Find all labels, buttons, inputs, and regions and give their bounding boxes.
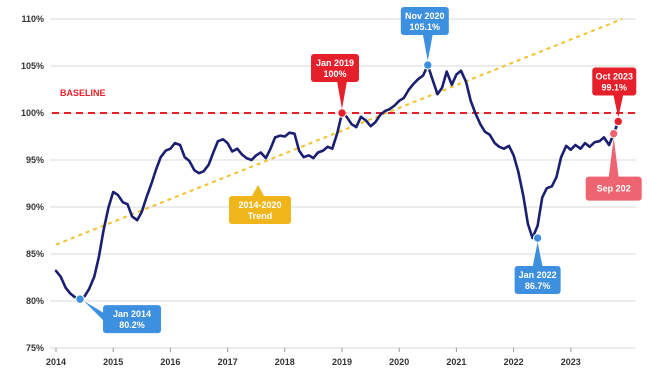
x-tick-label: 2022 — [504, 357, 524, 367]
annotation-callout-line1: Oct 2023 — [596, 71, 634, 81]
y-tick-label: 80% — [26, 296, 44, 306]
annotation-callout-pointer — [532, 242, 543, 268]
trend-line — [55, 18, 623, 246]
annotation-callout-pointer — [337, 81, 347, 109]
annotation-callout-box — [592, 67, 637, 96]
annotation-point — [75, 294, 85, 304]
annotation-callout-line2: 86.7% — [525, 281, 551, 291]
x-tick-label: 2018 — [275, 357, 295, 367]
y-tick-label: 75% — [26, 343, 44, 353]
annotation-callout-line2: 105.1% — [410, 22, 441, 32]
trend-dashed-line — [55, 18, 623, 246]
annotation-callout-line2: 99.1% — [602, 82, 628, 92]
annotation-callout-line1: Jan 2014 — [113, 309, 151, 319]
x-tick-label: 2019 — [332, 357, 352, 367]
y-tick-label: 100% — [21, 108, 44, 118]
annotation-callout-line1: Jan 2022 — [519, 270, 557, 280]
annotation-callout-pointer — [84, 301, 105, 322]
x-axis-ticks: 2014 2015 2016 2017 2018 2019 2020 2021 2022 2023 — [46, 348, 581, 367]
x-tick-label: 2020 — [389, 357, 409, 367]
annotation-callout-box — [400, 7, 449, 36]
y-tick-label: 110% — [21, 14, 44, 24]
trend-callout-line1: 2014-2020 — [238, 200, 281, 210]
annotation-callout-pointer — [608, 137, 619, 178]
y-tick-label: 95% — [26, 155, 44, 165]
annotation-point — [337, 108, 347, 118]
annotation-callout-line2: 80.2% — [119, 320, 145, 330]
series-path — [54, 63, 620, 301]
annotation-callout-pointer — [613, 94, 624, 118]
annotation-callout-box — [103, 305, 162, 334]
trend-callout-box — [229, 196, 291, 224]
annotation-callout: Sep 202 — [585, 137, 642, 201]
annotation-callout-line2: 100% — [323, 69, 346, 79]
annotation-point — [613, 116, 623, 127]
y-tick-label: 105% — [21, 61, 44, 71]
x-tick-label: 2016 — [160, 357, 180, 367]
annotation-callout-pointer — [422, 34, 433, 62]
y-axis-ticks: 75% 80% 85% 90% 95% 100% 105% 110% — [21, 14, 44, 353]
annotation-callout-box — [311, 54, 359, 82]
x-tick-label: 2021 — [446, 357, 466, 367]
annotation-point — [423, 60, 433, 70]
trend-callout-line2: Trend — [248, 211, 273, 221]
x-tick-label: 2014 — [46, 357, 66, 367]
annotation-callout-box — [514, 266, 561, 295]
annotation-point — [609, 128, 619, 139]
x-tick-label: 2017 — [218, 357, 238, 367]
trend-callout-pointer — [252, 185, 264, 196]
baseline-label: BASELINE — [60, 88, 106, 98]
annotation-callout-line1: Jan 2019 — [316, 58, 354, 68]
y-tick-label: 90% — [26, 202, 44, 212]
series-line — [54, 63, 620, 301]
x-tick-label: 2023 — [561, 357, 581, 367]
y-tick-label: 85% — [26, 249, 44, 259]
annotation-point — [532, 233, 543, 243]
annotation-callout-line1: Nov 2020 — [405, 11, 445, 21]
annotation-callout-box — [585, 176, 642, 201]
annotation-callout-line1: Sep 202 — [597, 184, 631, 194]
x-tick-label: 2015 — [103, 357, 123, 367]
